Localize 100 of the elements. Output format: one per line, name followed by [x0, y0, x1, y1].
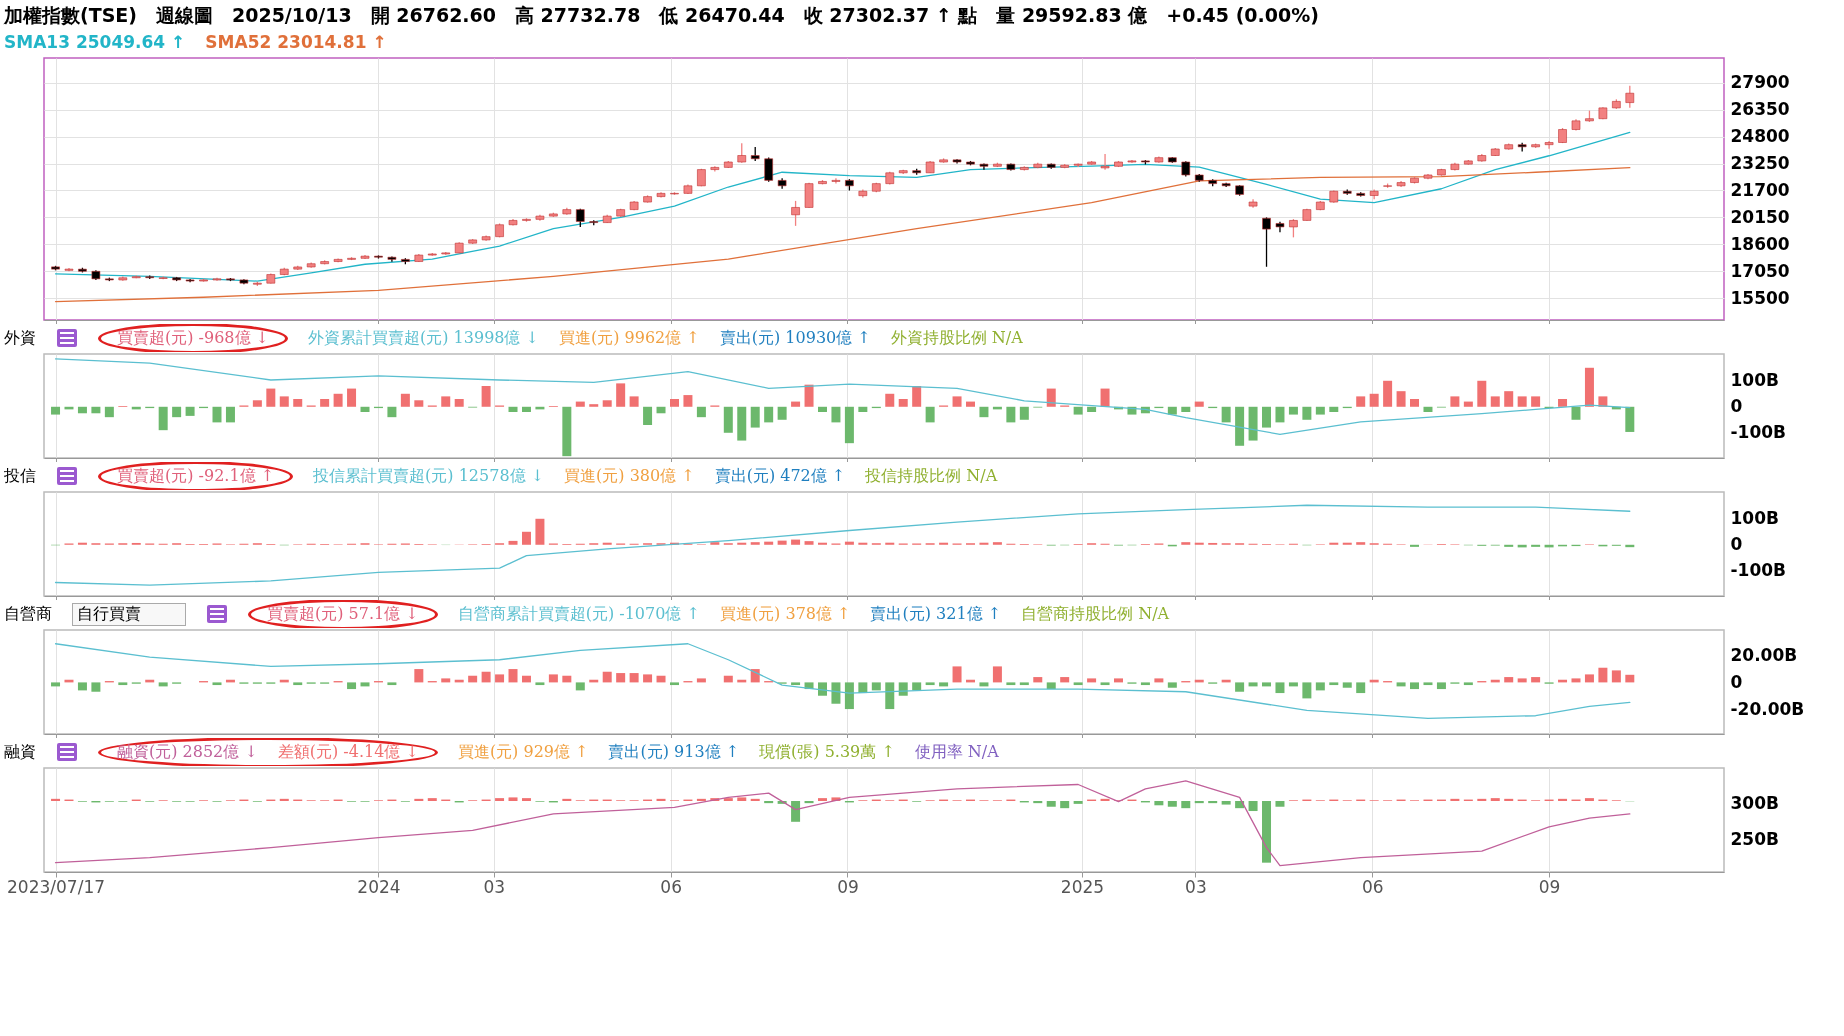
- bar: [844, 541, 854, 545]
- bar: [656, 406, 666, 414]
- chart-subtitle: 自行買賣: [72, 602, 186, 626]
- bar: [508, 406, 518, 412]
- bar: [360, 406, 370, 412]
- y-tick-label: 0: [1730, 671, 1743, 692]
- y-tick-label: 15500: [1730, 287, 1790, 308]
- text: 賣出(元) 321億 ↑: [870, 603, 1002, 625]
- bar: [172, 406, 182, 418]
- bar: [535, 682, 545, 686]
- bar: [764, 406, 774, 423]
- bar: [1315, 406, 1325, 415]
- y-tick-label: 20150: [1730, 206, 1790, 227]
- bar: [979, 682, 989, 687]
- text: 投信持股比例 N/A: [865, 465, 998, 487]
- bar: [804, 384, 814, 407]
- bar: [1329, 542, 1339, 545]
- bar: [1073, 682, 1083, 686]
- bar: [737, 406, 747, 441]
- line-series: [54, 131, 1631, 282]
- bar: [1598, 667, 1608, 683]
- bar: [629, 396, 639, 407]
- bar: [575, 682, 585, 691]
- bar: [791, 401, 801, 407]
- bar: [1288, 406, 1298, 415]
- text: SMA52 23014.81 ↑: [205, 32, 387, 52]
- bar: [441, 678, 451, 683]
- bar: [508, 669, 518, 683]
- bar: [831, 406, 841, 423]
- y-tick-label: 17050: [1730, 260, 1790, 281]
- bar: [1100, 682, 1110, 686]
- bar: [844, 406, 854, 444]
- bar: [91, 682, 101, 692]
- bar: [347, 682, 357, 690]
- bar: [750, 406, 760, 428]
- y-tick-label: 250B: [1730, 828, 1779, 849]
- bar: [293, 398, 303, 407]
- x-tick-label: 09: [837, 876, 859, 897]
- y-tick-label: -20.00B: [1730, 698, 1805, 719]
- text: 現償(張) 5.39萬 ↑: [759, 741, 895, 763]
- bar: [279, 396, 289, 407]
- candlestick: [831, 177, 841, 185]
- bar: [1625, 406, 1635, 432]
- bar: [1329, 406, 1339, 412]
- text: 買進(元) 380億 ↑: [564, 465, 695, 487]
- chart-title: 融資: [4, 741, 36, 763]
- bar: [1558, 398, 1568, 407]
- bar: [898, 398, 908, 407]
- bar: [1194, 401, 1204, 407]
- bar: [1463, 682, 1473, 686]
- bar: [1356, 542, 1366, 545]
- bar: [1490, 396, 1500, 407]
- bar: [1114, 678, 1124, 683]
- candlestick: [737, 142, 747, 164]
- line-series: [54, 504, 1631, 586]
- bar: [414, 400, 424, 407]
- bar: [710, 542, 720, 545]
- bar: [468, 675, 478, 683]
- bar: [1235, 406, 1245, 446]
- bar: [1087, 678, 1097, 683]
- bar: [51, 406, 61, 415]
- bar: [1571, 406, 1581, 420]
- bar: [1611, 670, 1621, 683]
- bar: [562, 675, 572, 683]
- chart-title: 投信: [4, 465, 36, 487]
- bar: [966, 401, 975, 407]
- line-series: [54, 167, 1631, 303]
- bar: [831, 682, 841, 704]
- bar: [1504, 391, 1514, 407]
- bar: [1019, 406, 1029, 420]
- bar: [1410, 544, 1420, 547]
- bar: [1625, 674, 1635, 683]
- y-tick-label: 100B: [1730, 370, 1779, 391]
- bar: [1046, 388, 1056, 407]
- bar: [737, 542, 747, 545]
- bar: [1517, 396, 1527, 407]
- bar: [118, 682, 128, 686]
- bar: [1275, 682, 1285, 694]
- x-tick-label: 2025: [1060, 876, 1105, 897]
- chart-title: 自營商: [4, 603, 52, 625]
- bar: [1436, 682, 1446, 690]
- y-tick-label: 18600: [1730, 233, 1790, 254]
- bar: [1410, 682, 1420, 690]
- bar: [764, 541, 774, 545]
- text: 投信累計買賣超(元) 12578億 ↓: [313, 465, 545, 487]
- bar: [212, 406, 222, 423]
- bar: [414, 669, 424, 683]
- bar: [1060, 677, 1070, 683]
- bar: [158, 682, 168, 687]
- line-series: [54, 358, 1631, 435]
- bar: [616, 383, 626, 407]
- candlestick: [1544, 140, 1554, 150]
- bar: [858, 682, 868, 694]
- bar: [508, 540, 518, 545]
- y-tick-label: 24800: [1730, 126, 1790, 147]
- bar: [1423, 406, 1433, 412]
- bar: [521, 675, 531, 683]
- line-series: [54, 643, 1631, 720]
- bar: [1396, 391, 1406, 407]
- bar: [1275, 406, 1285, 423]
